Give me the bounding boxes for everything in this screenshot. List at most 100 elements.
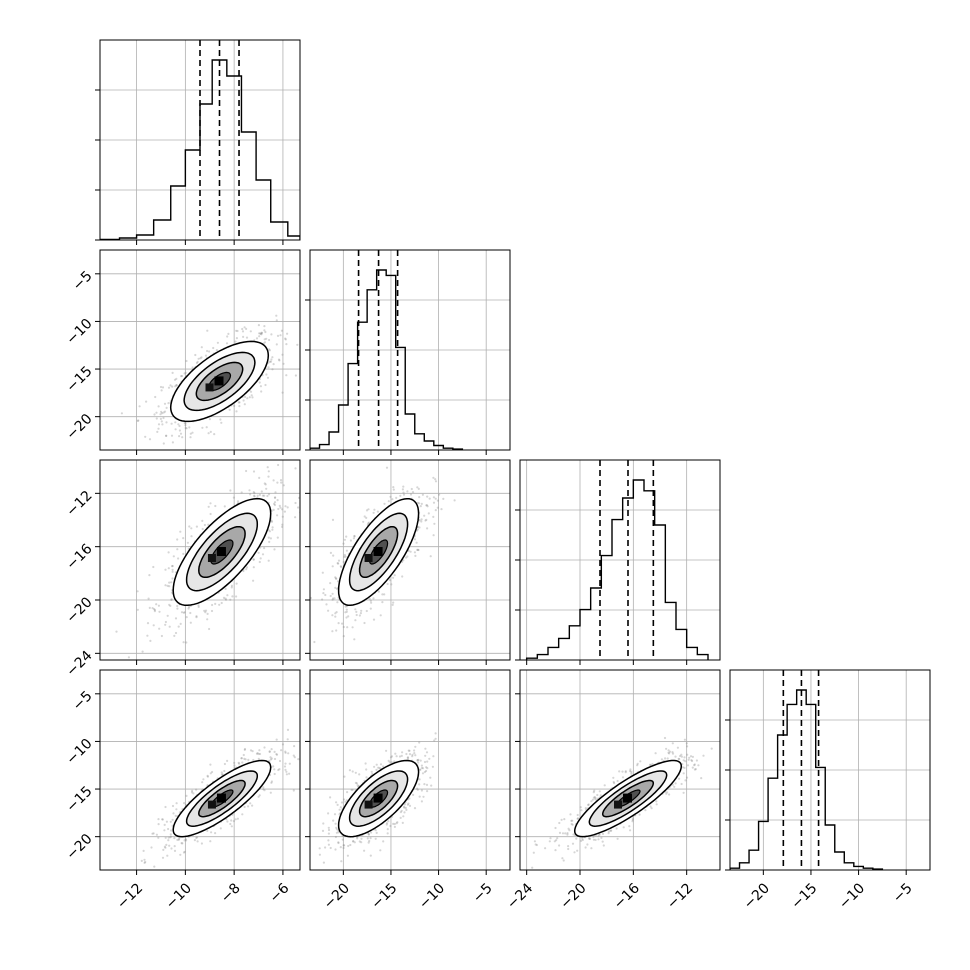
scatter-point <box>329 582 332 585</box>
scatter-point <box>375 768 378 771</box>
scatter-point <box>267 366 270 369</box>
scatter-point <box>418 795 421 798</box>
scatter-point <box>172 812 175 815</box>
scatter-point <box>429 555 432 558</box>
scatter-point <box>262 786 265 789</box>
scatter-point <box>353 534 356 538</box>
histogram-steps <box>100 59 300 240</box>
scatter-point <box>406 490 409 493</box>
scatter-point <box>428 497 431 500</box>
scatter-point <box>367 833 370 836</box>
scatter-point <box>279 506 282 509</box>
scatter-point <box>584 807 587 810</box>
scatter-point <box>252 566 255 569</box>
scatter-point <box>676 746 680 749</box>
scatter-point <box>272 363 275 366</box>
scatter-point <box>352 840 355 843</box>
scatter-point <box>354 771 357 774</box>
scatter-point <box>174 631 178 635</box>
scatter-point <box>144 860 147 864</box>
scatter-point <box>284 768 287 772</box>
scatter-point <box>182 851 186 854</box>
scatter-point <box>152 832 155 835</box>
scatter-point <box>195 836 198 840</box>
scatter-point <box>164 584 167 587</box>
scatter-point <box>385 466 389 469</box>
scatter-point <box>209 763 212 766</box>
scatter-point <box>269 758 272 761</box>
scatter-point <box>153 413 156 416</box>
scatter-point <box>213 433 216 436</box>
scatter-point <box>183 611 186 614</box>
scatter-point <box>334 615 337 618</box>
scatter-point <box>389 495 392 498</box>
scatter-point <box>418 768 421 771</box>
scatter-point <box>407 802 410 805</box>
scatter-point <box>268 348 271 351</box>
scatter-point <box>240 757 243 760</box>
scatter-point <box>294 467 297 470</box>
scatter-point <box>416 501 419 504</box>
scatter-point <box>175 802 178 805</box>
scatter-point <box>392 488 395 491</box>
scatter-point <box>284 337 287 340</box>
scatter-point <box>655 803 658 806</box>
scatter-point <box>332 554 335 557</box>
scatter-point <box>161 386 165 389</box>
scatter-point <box>206 349 209 353</box>
scatter-point <box>207 523 210 526</box>
scatter-point <box>416 486 419 489</box>
scatter-point <box>293 756 296 759</box>
scatter-point <box>322 592 325 595</box>
scatter-point <box>258 332 261 335</box>
scatter-point <box>253 495 256 498</box>
scatter-point <box>170 598 173 602</box>
scatter-point <box>282 484 285 487</box>
scatter-point <box>244 758 247 761</box>
scatter-point <box>146 634 149 637</box>
scatter-point <box>208 350 211 353</box>
scatter-point <box>251 804 254 807</box>
scatter-point <box>423 783 426 786</box>
scatter-point <box>263 482 266 485</box>
scatter-point <box>424 754 427 757</box>
scatter-point <box>649 763 652 766</box>
scatter-point <box>432 755 435 758</box>
scatter-point <box>387 759 390 763</box>
scatter-point <box>267 559 270 562</box>
scatter-point <box>273 772 276 776</box>
scatter-point <box>165 434 168 437</box>
density-peak <box>364 800 373 809</box>
scatter-point <box>256 752 259 755</box>
scatter-point <box>151 832 154 835</box>
scatter-point <box>335 577 338 580</box>
scatter-point <box>621 770 624 773</box>
scatter-point <box>318 853 321 856</box>
scatter-point <box>329 594 332 598</box>
scatter-point <box>388 761 391 764</box>
scatter-point <box>270 748 273 751</box>
scatter-point <box>337 622 340 625</box>
scatter-point <box>376 510 379 513</box>
scatter-point <box>257 752 260 756</box>
scatter-point <box>268 360 272 363</box>
scatter-point <box>386 582 389 586</box>
scatter-point <box>235 595 238 598</box>
scatter-point <box>236 329 239 333</box>
scatter-point <box>375 831 378 835</box>
scatter-point <box>154 395 157 399</box>
scatter-point <box>418 502 421 505</box>
scatter-point <box>426 767 429 770</box>
scatter-point <box>674 755 677 758</box>
scatter-point <box>164 836 167 839</box>
scatter-point <box>232 820 235 823</box>
scatter-point <box>229 598 232 601</box>
scatter-point <box>273 501 277 504</box>
scatter-point <box>282 362 285 365</box>
scatter-point <box>209 430 212 433</box>
scatter-point <box>353 841 356 844</box>
scatter-point <box>165 434 168 437</box>
scatter-point <box>210 609 214 613</box>
